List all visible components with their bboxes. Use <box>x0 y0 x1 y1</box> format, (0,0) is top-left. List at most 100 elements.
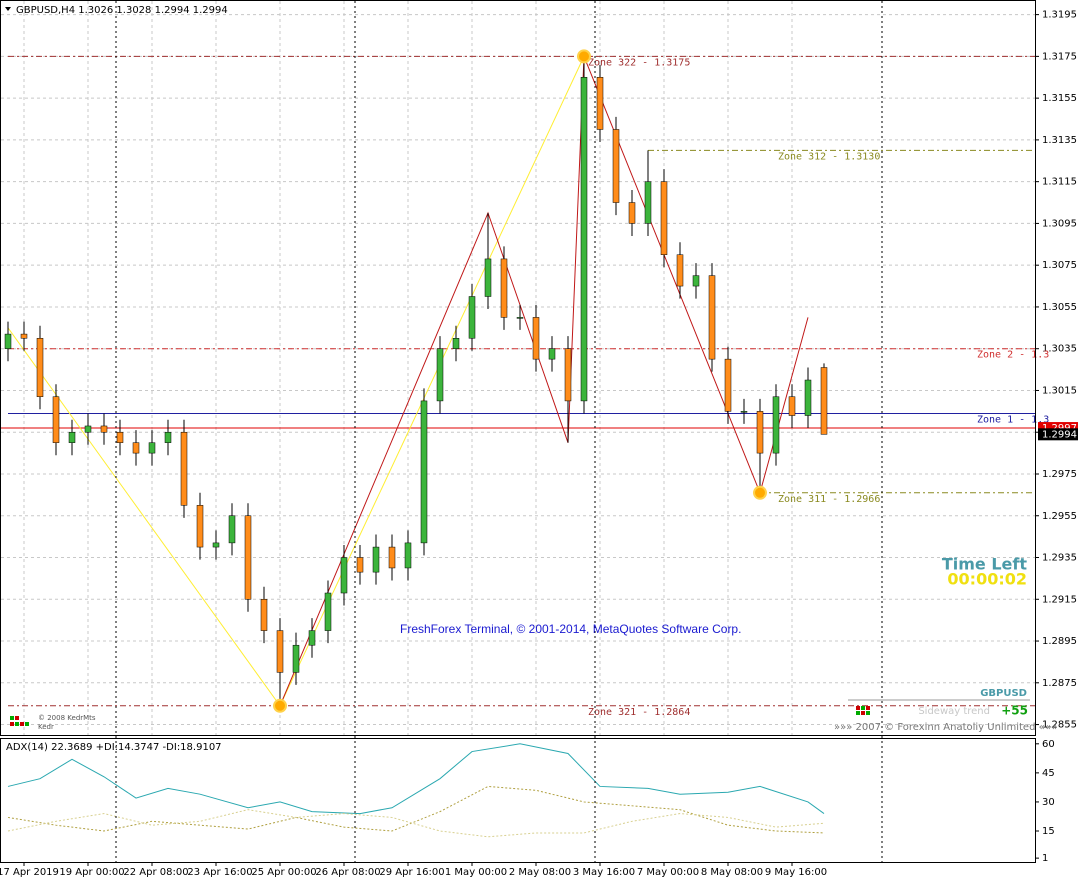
adx-tick-label: 60 <box>1042 739 1055 750</box>
candle-body <box>692 275 700 287</box>
candle-body <box>20 333 28 339</box>
kedr-icon <box>10 716 29 726</box>
x-tick-label: 25 Apr 00:00 <box>251 867 316 878</box>
candle-body <box>4 333 12 349</box>
candle-body <box>500 258 508 318</box>
zone-label: Zone 322 - 1.3175 <box>588 57 690 68</box>
y-tick-label: 1.3095 <box>1042 218 1077 229</box>
y-tick-label: 1.3115 <box>1042 177 1077 188</box>
x-tick-label: 1 May 00:00 <box>445 867 507 878</box>
y-tick-label: 1.3135 <box>1042 135 1077 146</box>
watermark: FreshForex Terminal, © 2001-2014, MetaQu… <box>400 622 741 636</box>
pivot-marker <box>577 49 591 64</box>
x-tick-label: 7 May 00:00 <box>637 867 699 878</box>
candle-body <box>676 254 684 287</box>
x-tick-label: 29 Apr 16:00 <box>379 867 444 878</box>
y-tick-label: 1.3035 <box>1042 344 1077 355</box>
adx-tick-label: 1 <box>1042 853 1048 864</box>
candle-body <box>116 431 124 443</box>
candle-body <box>420 400 428 544</box>
trend-credit: »»» 2007 © Forexinn Anatoliy Unlimited «… <box>834 722 1057 733</box>
candle-body <box>644 181 652 224</box>
zigzag-line <box>279 56 809 706</box>
candle-body <box>452 338 460 349</box>
y-tick-label: 1.2955 <box>1042 511 1077 522</box>
candle-body <box>324 592 332 631</box>
adx-header: ADX(14) 22.3689 +DI:14.3747 -DI:18.9107 <box>6 742 222 753</box>
y-tick-label: 1.2975 <box>1042 469 1077 480</box>
candle-body <box>84 425 92 433</box>
y-tick-label: 1.3055 <box>1042 302 1077 313</box>
candle-body <box>132 442 140 454</box>
candle-body <box>164 431 172 443</box>
candle-body <box>404 542 412 569</box>
x-tick-label: 8 May 08:00 <box>701 867 763 878</box>
candle-body <box>740 411 748 413</box>
main-panel: 1.3195 1.3175 1.3155 1.3135 1.3115 1.3095 1.30… <box>1 1 1078 866</box>
kedr-credit: © 2008 KedrMts <box>38 714 96 722</box>
pivot-marker <box>273 698 287 713</box>
zone-label: Zone 2 - 1.3 <box>977 350 1049 361</box>
x-tick-label: 23 Apr 16:00 <box>187 867 252 878</box>
zone-label: Zone 312 - 1.3130 <box>778 151 880 162</box>
candle-body <box>100 425 108 433</box>
candle-body <box>708 275 716 360</box>
candle-body <box>660 181 668 255</box>
candle-body <box>516 317 524 319</box>
candle-body <box>756 411 764 454</box>
y-tick-label: 1.3015 <box>1042 385 1077 396</box>
x-tick-label: 22 Apr 08:00 <box>123 867 188 878</box>
adx-tick-label: 15 <box>1042 826 1055 837</box>
adx-line <box>7 785 825 834</box>
candle-body <box>148 442 156 454</box>
candle-body <box>628 202 636 224</box>
adx-line <box>7 809 825 838</box>
x-tick-label: 2 May 08:00 <box>509 867 571 878</box>
candle-body <box>532 317 540 360</box>
candle-body <box>292 644 300 673</box>
candle-body <box>212 542 220 548</box>
candle-body <box>388 546 396 569</box>
y-tick-label: 1.2855 <box>1042 720 1077 731</box>
candle-body <box>820 367 828 435</box>
y-tick-label: 1.2915 <box>1042 594 1077 605</box>
trend-symbol: GBPUSD <box>980 688 1027 699</box>
x-tick-label: 3 May 16:00 <box>573 867 635 878</box>
y-tick-label: 1.3195 <box>1042 10 1077 21</box>
x-tick-label: 19 Apr 00:00 <box>59 867 124 878</box>
candle-body <box>260 599 268 631</box>
candle-body <box>772 396 780 454</box>
candle-body <box>596 77 604 130</box>
zone-label: Zone 321 - 1.2864 <box>588 707 690 718</box>
adx-tick-label: 45 <box>1042 768 1055 779</box>
x-tick-label: 26 Apr 08:00 <box>315 867 380 878</box>
timer-value: 00:00:02 <box>947 570 1027 589</box>
x-tick-label: 17 Apr 2019 <box>0 867 59 878</box>
candle-body <box>340 557 348 594</box>
candle-body <box>436 348 444 402</box>
candle-body <box>804 379 812 416</box>
candle-body <box>580 77 588 402</box>
candle-body <box>244 515 252 600</box>
trend-icon <box>856 706 870 715</box>
candle-body <box>564 348 572 402</box>
candle-body <box>724 358 732 412</box>
main-frame <box>0 0 1036 736</box>
symbol-header: GBPUSD,H4 1.3026 1.3028 1.2994 1.2994 <box>16 5 228 16</box>
adx-line <box>7 743 825 815</box>
candle-body <box>484 258 492 297</box>
trend-score: +55 <box>1001 704 1028 718</box>
menu-arrow[interactable] <box>5 7 11 11</box>
adx-tick-label: 30 <box>1042 797 1055 808</box>
candle-body <box>788 396 796 416</box>
y-tick-label: 1.2935 <box>1042 553 1077 564</box>
zone-label: Zone 311 - 1.2966 <box>778 494 880 505</box>
y-tick-label: 1.3155 <box>1042 93 1077 104</box>
candle-body <box>68 431 76 443</box>
candle-body <box>52 396 60 443</box>
price-label-bg <box>1038 428 1078 441</box>
candle-body <box>36 338 44 397</box>
candle-body <box>548 348 556 360</box>
candle-body <box>276 630 284 673</box>
